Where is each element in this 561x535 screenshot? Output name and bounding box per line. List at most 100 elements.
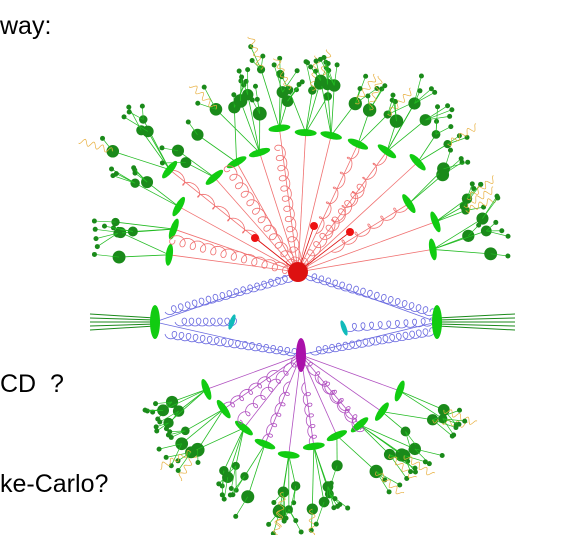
cluster bbox=[407, 152, 427, 173]
line bbox=[182, 409, 224, 444]
line bbox=[400, 391, 443, 419]
particle bbox=[495, 195, 500, 200]
particle bbox=[95, 244, 100, 249]
hadron bbox=[222, 472, 233, 483]
particle bbox=[293, 518, 298, 523]
line bbox=[387, 103, 415, 151]
gluon bbox=[344, 318, 434, 332]
line bbox=[306, 91, 313, 133]
particle bbox=[462, 419, 467, 424]
particle bbox=[230, 492, 235, 497]
cluster bbox=[268, 123, 291, 133]
line bbox=[185, 409, 223, 431]
line bbox=[244, 444, 264, 476]
line bbox=[415, 92, 435, 103]
line bbox=[116, 174, 135, 184]
hadron bbox=[332, 460, 343, 471]
particle bbox=[195, 101, 200, 106]
line bbox=[119, 255, 169, 257]
particle bbox=[382, 83, 387, 88]
cluster bbox=[277, 450, 300, 460]
particle bbox=[493, 220, 498, 225]
particle bbox=[363, 74, 368, 79]
cluster bbox=[164, 243, 174, 266]
particle bbox=[295, 68, 300, 73]
particle bbox=[176, 468, 181, 473]
particle bbox=[229, 486, 234, 491]
gluon bbox=[275, 145, 302, 272]
particle bbox=[481, 205, 486, 210]
gluon bbox=[310, 328, 435, 355]
particle bbox=[314, 59, 319, 64]
cluster bbox=[373, 401, 391, 423]
particle bbox=[440, 453, 445, 458]
particle bbox=[239, 75, 244, 80]
line bbox=[358, 115, 388, 145]
line bbox=[248, 444, 265, 497]
line bbox=[236, 497, 248, 517]
event-diagram bbox=[0, 0, 561, 535]
particle bbox=[250, 97, 255, 102]
particle bbox=[358, 86, 363, 91]
particle bbox=[159, 145, 164, 150]
particle bbox=[154, 424, 159, 429]
particle bbox=[408, 447, 413, 452]
particle bbox=[447, 114, 452, 119]
line bbox=[433, 219, 483, 250]
particle bbox=[476, 223, 481, 228]
particle bbox=[126, 105, 131, 110]
cluster bbox=[199, 378, 213, 401]
particle bbox=[216, 481, 221, 486]
particle bbox=[297, 82, 302, 87]
particle bbox=[272, 62, 277, 67]
particle bbox=[308, 64, 313, 69]
particle bbox=[318, 57, 323, 62]
line bbox=[437, 326, 515, 330]
cluster bbox=[295, 129, 317, 137]
particle bbox=[195, 460, 200, 465]
cluster bbox=[170, 195, 187, 218]
line bbox=[283, 455, 288, 492]
particle bbox=[456, 422, 461, 427]
line bbox=[312, 446, 314, 509]
particle bbox=[387, 489, 392, 494]
line bbox=[97, 233, 117, 246]
text-line: way: bbox=[0, 14, 51, 39]
particle bbox=[506, 234, 511, 239]
particle bbox=[250, 58, 255, 63]
particle bbox=[414, 444, 419, 449]
cluster bbox=[214, 398, 232, 420]
line bbox=[337, 436, 376, 472]
line bbox=[437, 318, 515, 320]
cluster bbox=[253, 437, 276, 452]
particle bbox=[499, 228, 504, 233]
particle bbox=[160, 160, 165, 165]
line bbox=[435, 210, 465, 221]
remnant bbox=[227, 314, 237, 331]
decay bbox=[346, 228, 354, 236]
particle bbox=[127, 109, 132, 114]
hard-process bbox=[288, 262, 308, 282]
photon bbox=[79, 139, 113, 152]
particle bbox=[448, 124, 453, 129]
particle bbox=[102, 224, 107, 229]
line bbox=[90, 324, 155, 326]
line bbox=[436, 127, 451, 135]
photon bbox=[248, 37, 263, 70]
line bbox=[155, 322, 301, 355]
cluster bbox=[233, 419, 255, 438]
cluster bbox=[302, 441, 325, 451]
particle bbox=[331, 505, 336, 510]
line bbox=[198, 135, 237, 163]
particle bbox=[233, 514, 238, 519]
hadron bbox=[241, 490, 254, 503]
particle bbox=[92, 252, 97, 257]
line bbox=[433, 231, 486, 249]
text-line: ke-Carlo? bbox=[0, 472, 108, 497]
particle bbox=[505, 254, 510, 259]
line bbox=[216, 109, 260, 152]
line bbox=[298, 151, 387, 272]
particle bbox=[155, 416, 160, 421]
photon bbox=[189, 86, 217, 109]
particle bbox=[299, 529, 304, 534]
